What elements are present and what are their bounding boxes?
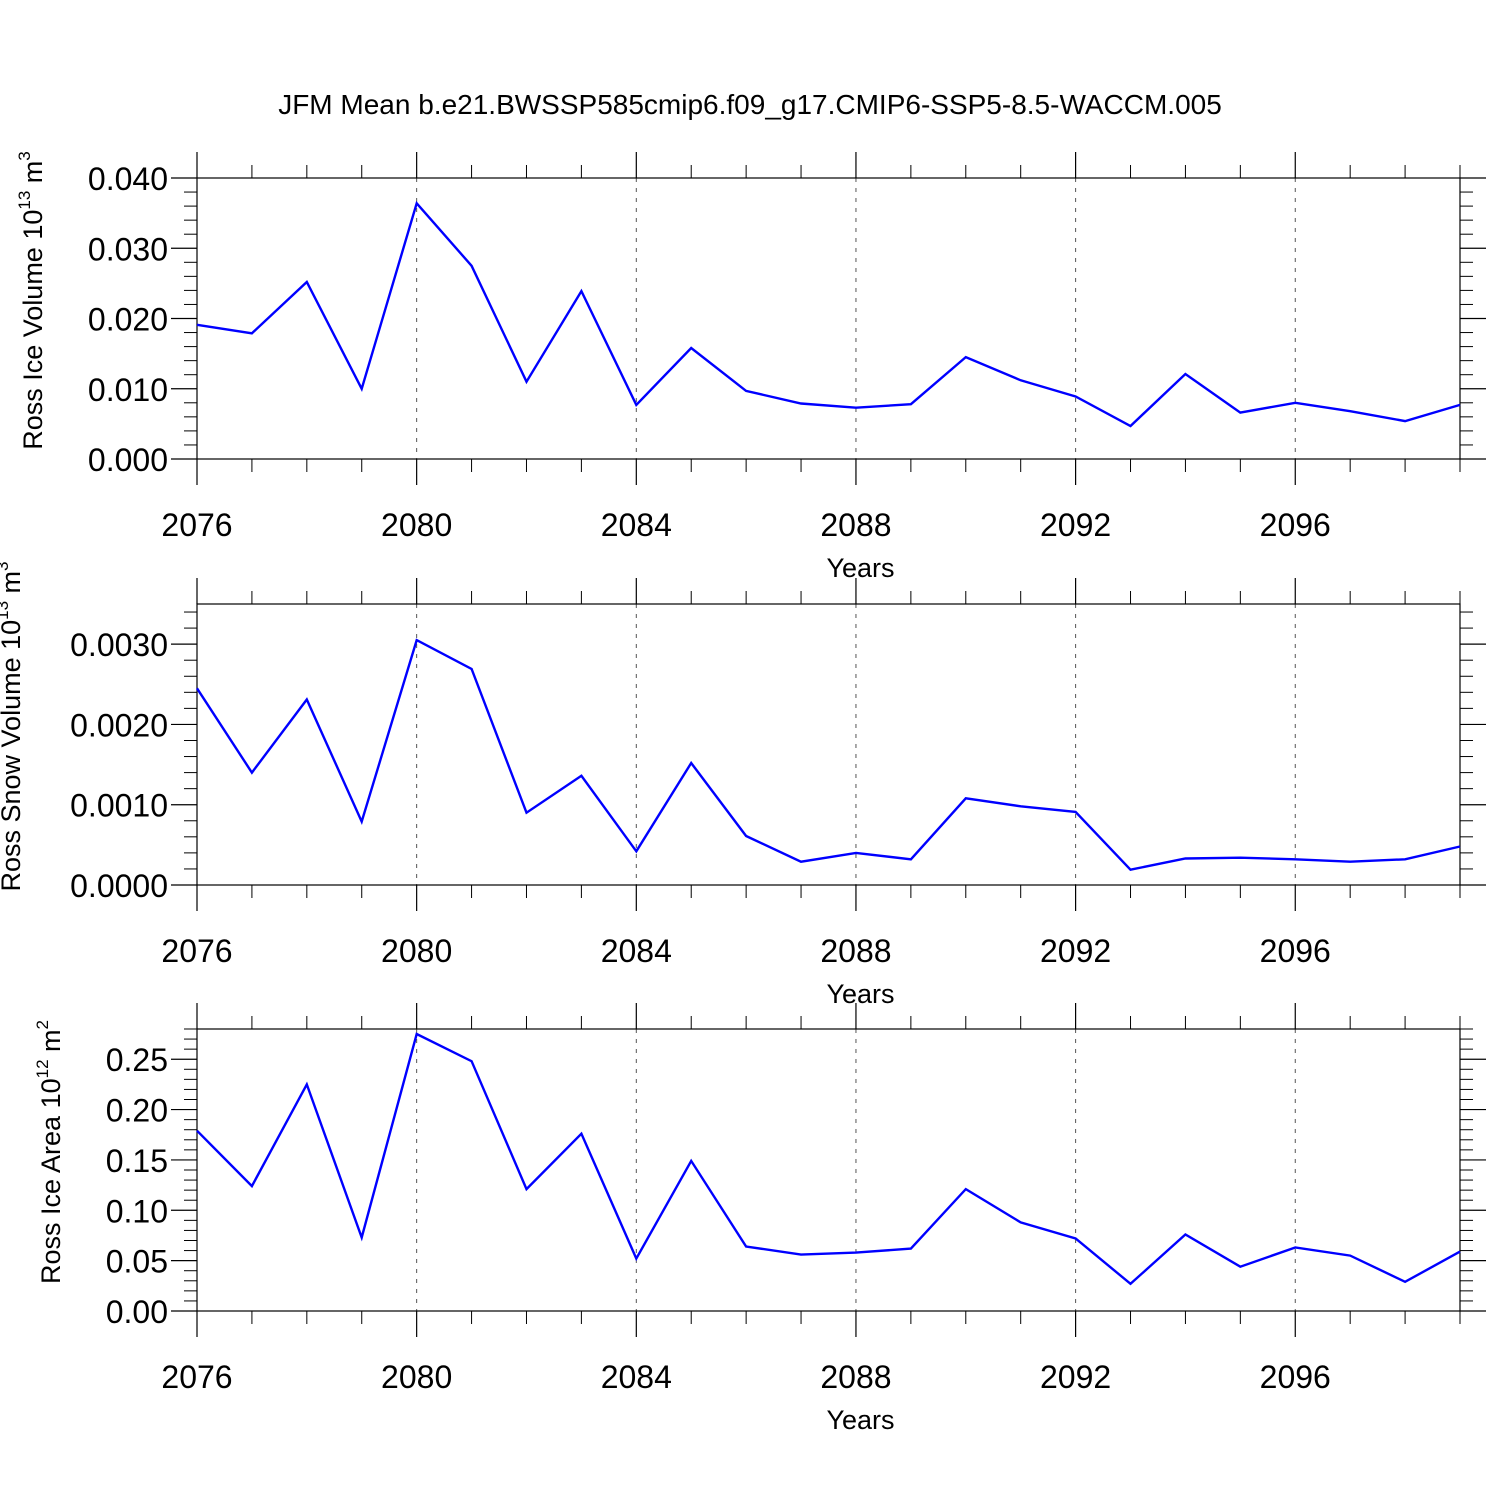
y-tick-label: 0.05 xyxy=(106,1244,168,1280)
plot-frame xyxy=(196,177,1461,460)
x-tick-label: 2084 xyxy=(601,933,672,969)
series-line xyxy=(195,638,1461,872)
x-tick-label: 2084 xyxy=(601,1359,672,1395)
y-tick-label: 0.040 xyxy=(88,161,168,197)
y-axis-title: Ross Ice Volume 1013 m3 xyxy=(15,151,48,450)
x-tick-label: 2096 xyxy=(1260,507,1331,543)
x-axis-title: Years xyxy=(826,979,894,1009)
y-tick-label: 0.10 xyxy=(106,1193,168,1229)
x-tick-label: 2096 xyxy=(1260,1359,1331,1395)
plot-frame xyxy=(196,603,1461,886)
x-tick-label: 2092 xyxy=(1040,1359,1111,1395)
x-tick-label: 2076 xyxy=(161,933,232,969)
y-axis-title: Ross Ice Area 1012 m2 xyxy=(33,1020,66,1284)
panel-1: 2076 2080 2084 2088 2092 2096 Years 0.000 0.010 0… xyxy=(15,151,1486,583)
x-tick-label: 2088 xyxy=(820,507,891,543)
y-tick-label: 0.0000 xyxy=(70,868,168,904)
x-axis-title: Years xyxy=(826,1405,894,1435)
series-line xyxy=(196,1032,1461,1286)
y-axis-title: Ross Snow Volume 1013 m3 xyxy=(0,561,26,891)
y-tick-label: 0.15 xyxy=(106,1143,168,1179)
x-tick-label: 2084 xyxy=(601,507,672,543)
plot-frame xyxy=(196,1028,1461,1312)
x-tick-label: 2080 xyxy=(381,933,452,969)
panel-3: 2076 2080 2084 2088 2092 2096 Years 0.00 0.05 0.1… xyxy=(33,1003,1486,1435)
x-tick-label: 2096 xyxy=(1260,933,1331,969)
series-line xyxy=(196,200,1461,428)
y-tick-label: 0.010 xyxy=(88,372,168,408)
x-tick-label: 2076 xyxy=(161,507,232,543)
x-tick-label: 2088 xyxy=(820,1359,891,1395)
x-tick-label: 2076 xyxy=(161,1359,232,1395)
x-tick-label: 2092 xyxy=(1040,933,1111,969)
panel-2: 2076 2080 2084 2088 2092 2096 Years 0.0000 0.001… xyxy=(0,561,1486,1009)
y-tick-label: 0.20 xyxy=(106,1093,168,1129)
x-tick-label: 2080 xyxy=(381,507,452,543)
y-tick-label: 0.030 xyxy=(88,231,168,267)
chart-title: JFM Mean b.e21.BWSSP585cmip6.f09_g17.CMI… xyxy=(278,89,1222,120)
x-tick-label: 2088 xyxy=(820,933,891,969)
x-axis-title: Years xyxy=(826,553,894,583)
x-tick-label: 2092 xyxy=(1040,507,1111,543)
y-tick-label: 0.020 xyxy=(88,302,168,338)
y-tick-label: 0.0020 xyxy=(70,707,168,743)
y-tick-label: 0.0030 xyxy=(70,627,168,663)
y-tick-label: 0.25 xyxy=(106,1042,168,1078)
x-tick-label: 2080 xyxy=(381,1359,452,1395)
y-tick-label: 0.00 xyxy=(106,1294,168,1330)
y-tick-label: 0.000 xyxy=(88,442,168,478)
y-tick-label: 0.0010 xyxy=(70,788,168,824)
